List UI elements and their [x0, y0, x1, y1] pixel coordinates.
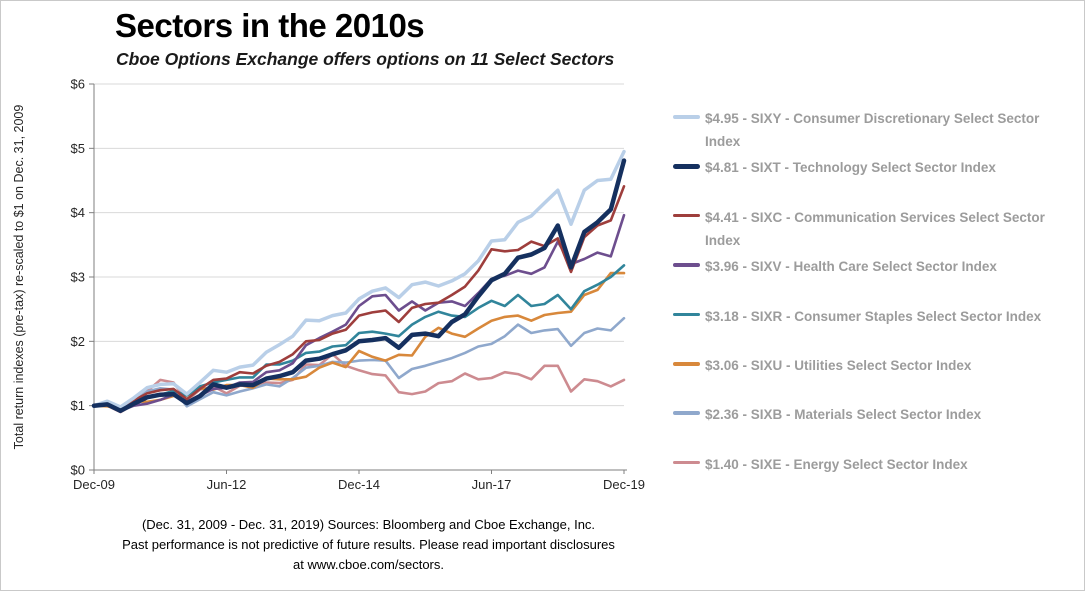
legend-item-SIXR: $3.18 - SIXR - Consumer Staples Select S… — [673, 305, 1041, 328]
x-tick-label: Dec-19 — [603, 477, 645, 492]
legend-swatch-SIXR — [673, 312, 700, 317]
page-title: Sectors in the 2010s — [115, 7, 425, 44]
series-line-SIXR — [92, 264, 626, 409]
footnote-sources: (Dec. 31, 2009 - Dec. 31, 2019) Sources:… — [141, 517, 596, 532]
legend-swatch-SIXY — [673, 115, 700, 119]
legend-item-SIXC: $4.41 - SIXC - Communication Services Se… — [673, 206, 1057, 252]
legend-label-SIXC: $4.41 - SIXC - Communication Services Se… — [705, 209, 1045, 248]
legend-label-SIXE: $1.40 - SIXE - Energy Select Sector Inde… — [705, 456, 968, 472]
x-tick-label: Jun-12 — [207, 477, 247, 492]
legend-swatch-SIXV — [673, 263, 700, 267]
legend-item-SIXV: $3.96 - SIXV - Health Care Select Sector… — [673, 255, 997, 278]
page-subtitle: Cboe Options Exchange offers options on … — [116, 49, 615, 69]
legend-item-SIXT: $4.81 - SIXT - Technology Select Sector … — [673, 156, 996, 179]
y-tick-label: $5 — [71, 141, 85, 156]
legend-label-SIXT: $4.81 - SIXT - Technology Select Sector … — [705, 160, 996, 176]
y-axis-title: Total return indexes (pre-tax) re-scaled… — [12, 105, 26, 450]
legend-item-SIXE: $1.40 - SIXE - Energy Select Sector Inde… — [673, 453, 968, 476]
legend-item-SIXU: $3.06 - SIXU - Utilities Select Sector I… — [673, 354, 971, 377]
legend-swatch-SIXE — [673, 460, 700, 465]
legend-item-SIXB: $2.36 - SIXB - Materials Select Sector I… — [673, 403, 981, 426]
line-chart-plot-area: $0 $1 $2 $3 $4 $5 $6 Dec-09 Jun-12 Dec-14 Jun-17 De… — [12, 77, 645, 493]
x-tick-label: Dec-09 — [73, 477, 115, 492]
legend-item-SIXY: $4.95 - SIXY - Consumer Discretionary Se… — [673, 107, 1057, 153]
legend-swatch-SIXU — [673, 362, 700, 366]
legend-label-SIXU: $3.06 - SIXU - Utilities Select Sector I… — [705, 358, 972, 373]
legend-label-SIXB: $2.36 - SIXB - Materials Select Sector I… — [705, 407, 982, 423]
legend-label-SIXY: $4.95 - SIXY - Consumer Discretionary Se… — [705, 111, 1040, 149]
chart-footnote: (Dec. 31, 2009 - Dec. 31, 2019) Sources:… — [61, 515, 676, 575]
legend-swatch-SIXC — [673, 213, 700, 218]
series-line-SIXC — [92, 185, 626, 410]
y-tick-label: $6 — [71, 77, 85, 92]
legend-swatch-SIXB — [673, 411, 700, 415]
chart-legend: $4.95 - SIXY - Consumer Discretionary Se… — [673, 1, 1073, 590]
legend-swatch-SIXT — [673, 164, 700, 169]
legend-label-SIXV: $3.96 - SIXV - Health Care Select Sector… — [705, 259, 997, 275]
y-tick-label: $2 — [71, 334, 85, 349]
y-tick-label: $1 — [71, 398, 85, 413]
x-tick-label: Dec-14 — [338, 477, 380, 492]
x-tick-label: Jun-17 — [472, 477, 512, 492]
y-tick-label: $3 — [71, 270, 85, 285]
series-line-SIXY — [92, 149, 626, 409]
footnote-url: at www.cboe.com/sectors. — [293, 557, 444, 572]
legend-label-SIXR: $3.18 - SIXR - Consumer Staples Select S… — [705, 308, 1042, 324]
y-tick-label: $4 — [71, 205, 85, 220]
y-tick-label: $0 — [71, 463, 85, 478]
series-line-SIXT — [91, 158, 627, 414]
footnote-disclaimer: Past performance is not predictive of fu… — [122, 537, 615, 552]
